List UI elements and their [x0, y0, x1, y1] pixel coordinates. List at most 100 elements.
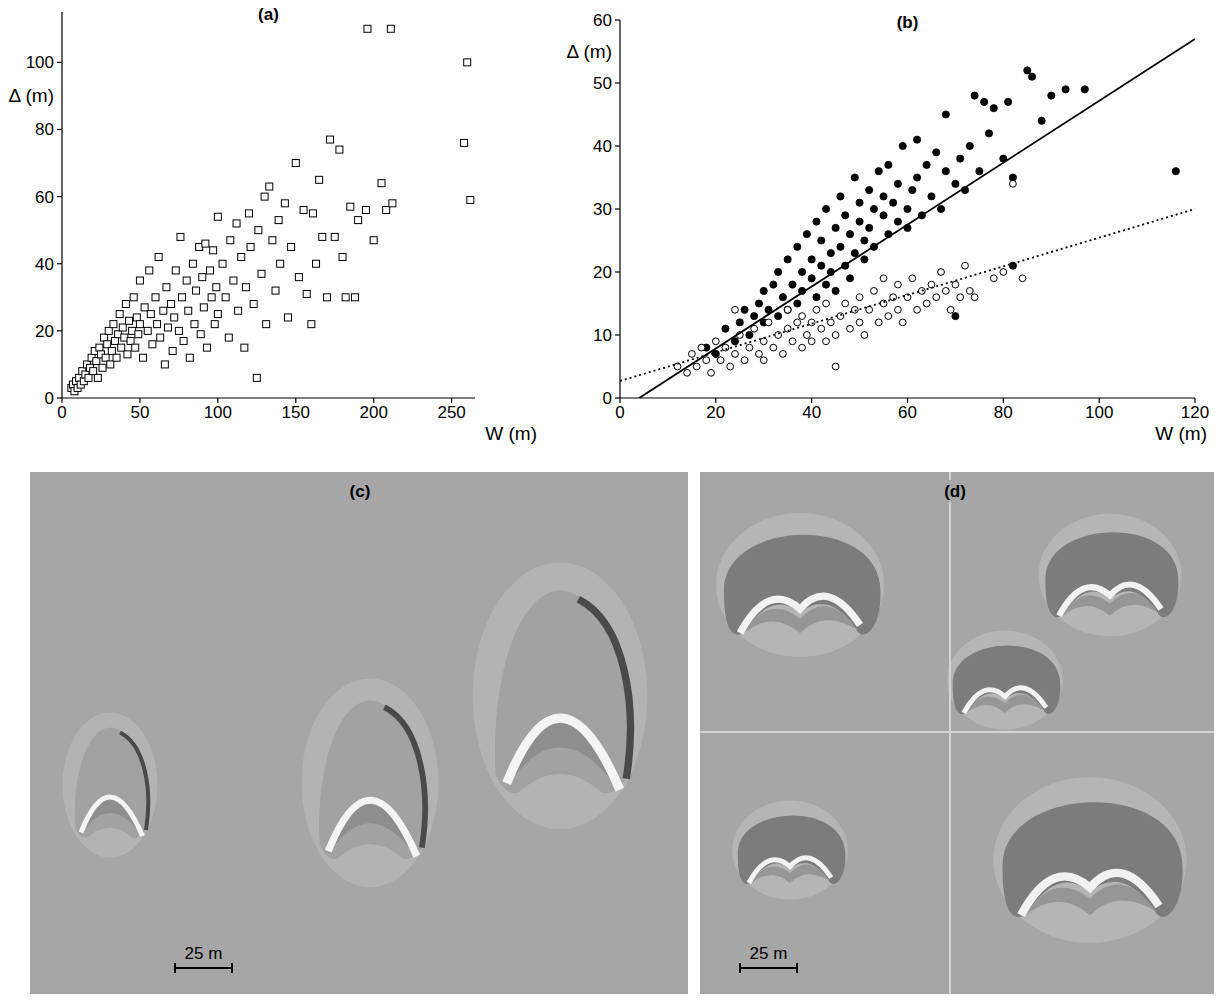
panel-label: (d) [944, 482, 966, 501]
dune-halo [732, 801, 848, 900]
point [113, 354, 120, 361]
point [154, 321, 161, 328]
point [175, 327, 182, 334]
point [799, 313, 806, 320]
point [309, 210, 316, 217]
dune-halo [947, 631, 1063, 730]
y-tick-label: 30 [593, 200, 612, 219]
point [875, 319, 882, 326]
scale-bar-end [796, 963, 798, 973]
point [263, 321, 270, 328]
point [712, 338, 719, 345]
point [124, 351, 131, 358]
point [947, 306, 954, 313]
point [214, 213, 221, 220]
point [870, 205, 877, 212]
point [161, 361, 168, 368]
point [266, 183, 273, 190]
point [808, 338, 815, 345]
point [894, 180, 901, 187]
point [832, 224, 839, 231]
point [842, 212, 849, 219]
point [336, 146, 343, 153]
scale-bar-end [174, 963, 176, 973]
point [933, 294, 940, 301]
point [208, 294, 215, 301]
chart: 0204060801001200102030405060(b)Δ (m)W (m… [567, 11, 1210, 444]
point [722, 344, 729, 351]
point [813, 306, 820, 313]
point [722, 325, 729, 332]
point [347, 203, 354, 210]
point [193, 287, 200, 294]
point [981, 98, 988, 105]
point [937, 205, 944, 212]
x-tick-label: 120 [1181, 403, 1209, 422]
point [171, 314, 178, 321]
brink [740, 596, 860, 633]
brink [749, 858, 832, 883]
figure: 050100150200250020406080100(a)Δ (m)W (m)… [0, 0, 1220, 1000]
brink [81, 797, 143, 836]
point [885, 161, 892, 168]
point [846, 275, 853, 282]
photo-ground [700, 472, 1214, 994]
point [866, 306, 873, 313]
point [856, 319, 863, 326]
point [230, 277, 237, 284]
point [765, 319, 772, 326]
y-tick-label: 60 [593, 11, 612, 30]
point [126, 317, 133, 324]
y-tick [57, 196, 62, 197]
point [130, 294, 137, 301]
point [1010, 180, 1017, 187]
point [962, 262, 969, 269]
point [140, 354, 147, 361]
dune [732, 801, 848, 900]
point [746, 331, 753, 338]
brink [328, 800, 417, 856]
y-tick [615, 397, 620, 398]
point [794, 300, 801, 307]
plot-data [68, 25, 474, 395]
point [149, 341, 156, 348]
point [177, 233, 184, 240]
point [222, 294, 229, 301]
point [717, 357, 724, 364]
point [370, 237, 377, 244]
point [688, 351, 695, 358]
point [708, 369, 715, 376]
x-tick-label: 200 [360, 403, 388, 422]
point [144, 327, 151, 334]
point [703, 357, 710, 364]
point [846, 231, 853, 238]
point [96, 344, 103, 351]
dune-halo [302, 678, 439, 887]
point [866, 224, 873, 231]
point [775, 313, 782, 320]
point [909, 187, 916, 194]
y-tick-label: 100 [26, 53, 54, 72]
point [880, 193, 887, 200]
point [818, 262, 825, 269]
point [880, 212, 887, 219]
point [207, 267, 214, 274]
y-tick [615, 19, 620, 20]
point [985, 130, 992, 137]
point [102, 354, 109, 361]
point [110, 321, 117, 328]
x-tick-label: 20 [706, 403, 725, 422]
point [316, 176, 323, 183]
point [851, 250, 858, 257]
point [760, 357, 767, 364]
point [179, 294, 186, 301]
y-tick-label: 20 [35, 322, 54, 341]
point [751, 313, 758, 320]
point [813, 294, 820, 301]
point [1081, 86, 1088, 93]
point [342, 294, 349, 301]
point [837, 313, 844, 320]
point [957, 294, 964, 301]
point [300, 207, 307, 214]
scale-bar-label: 25 m [185, 944, 223, 963]
